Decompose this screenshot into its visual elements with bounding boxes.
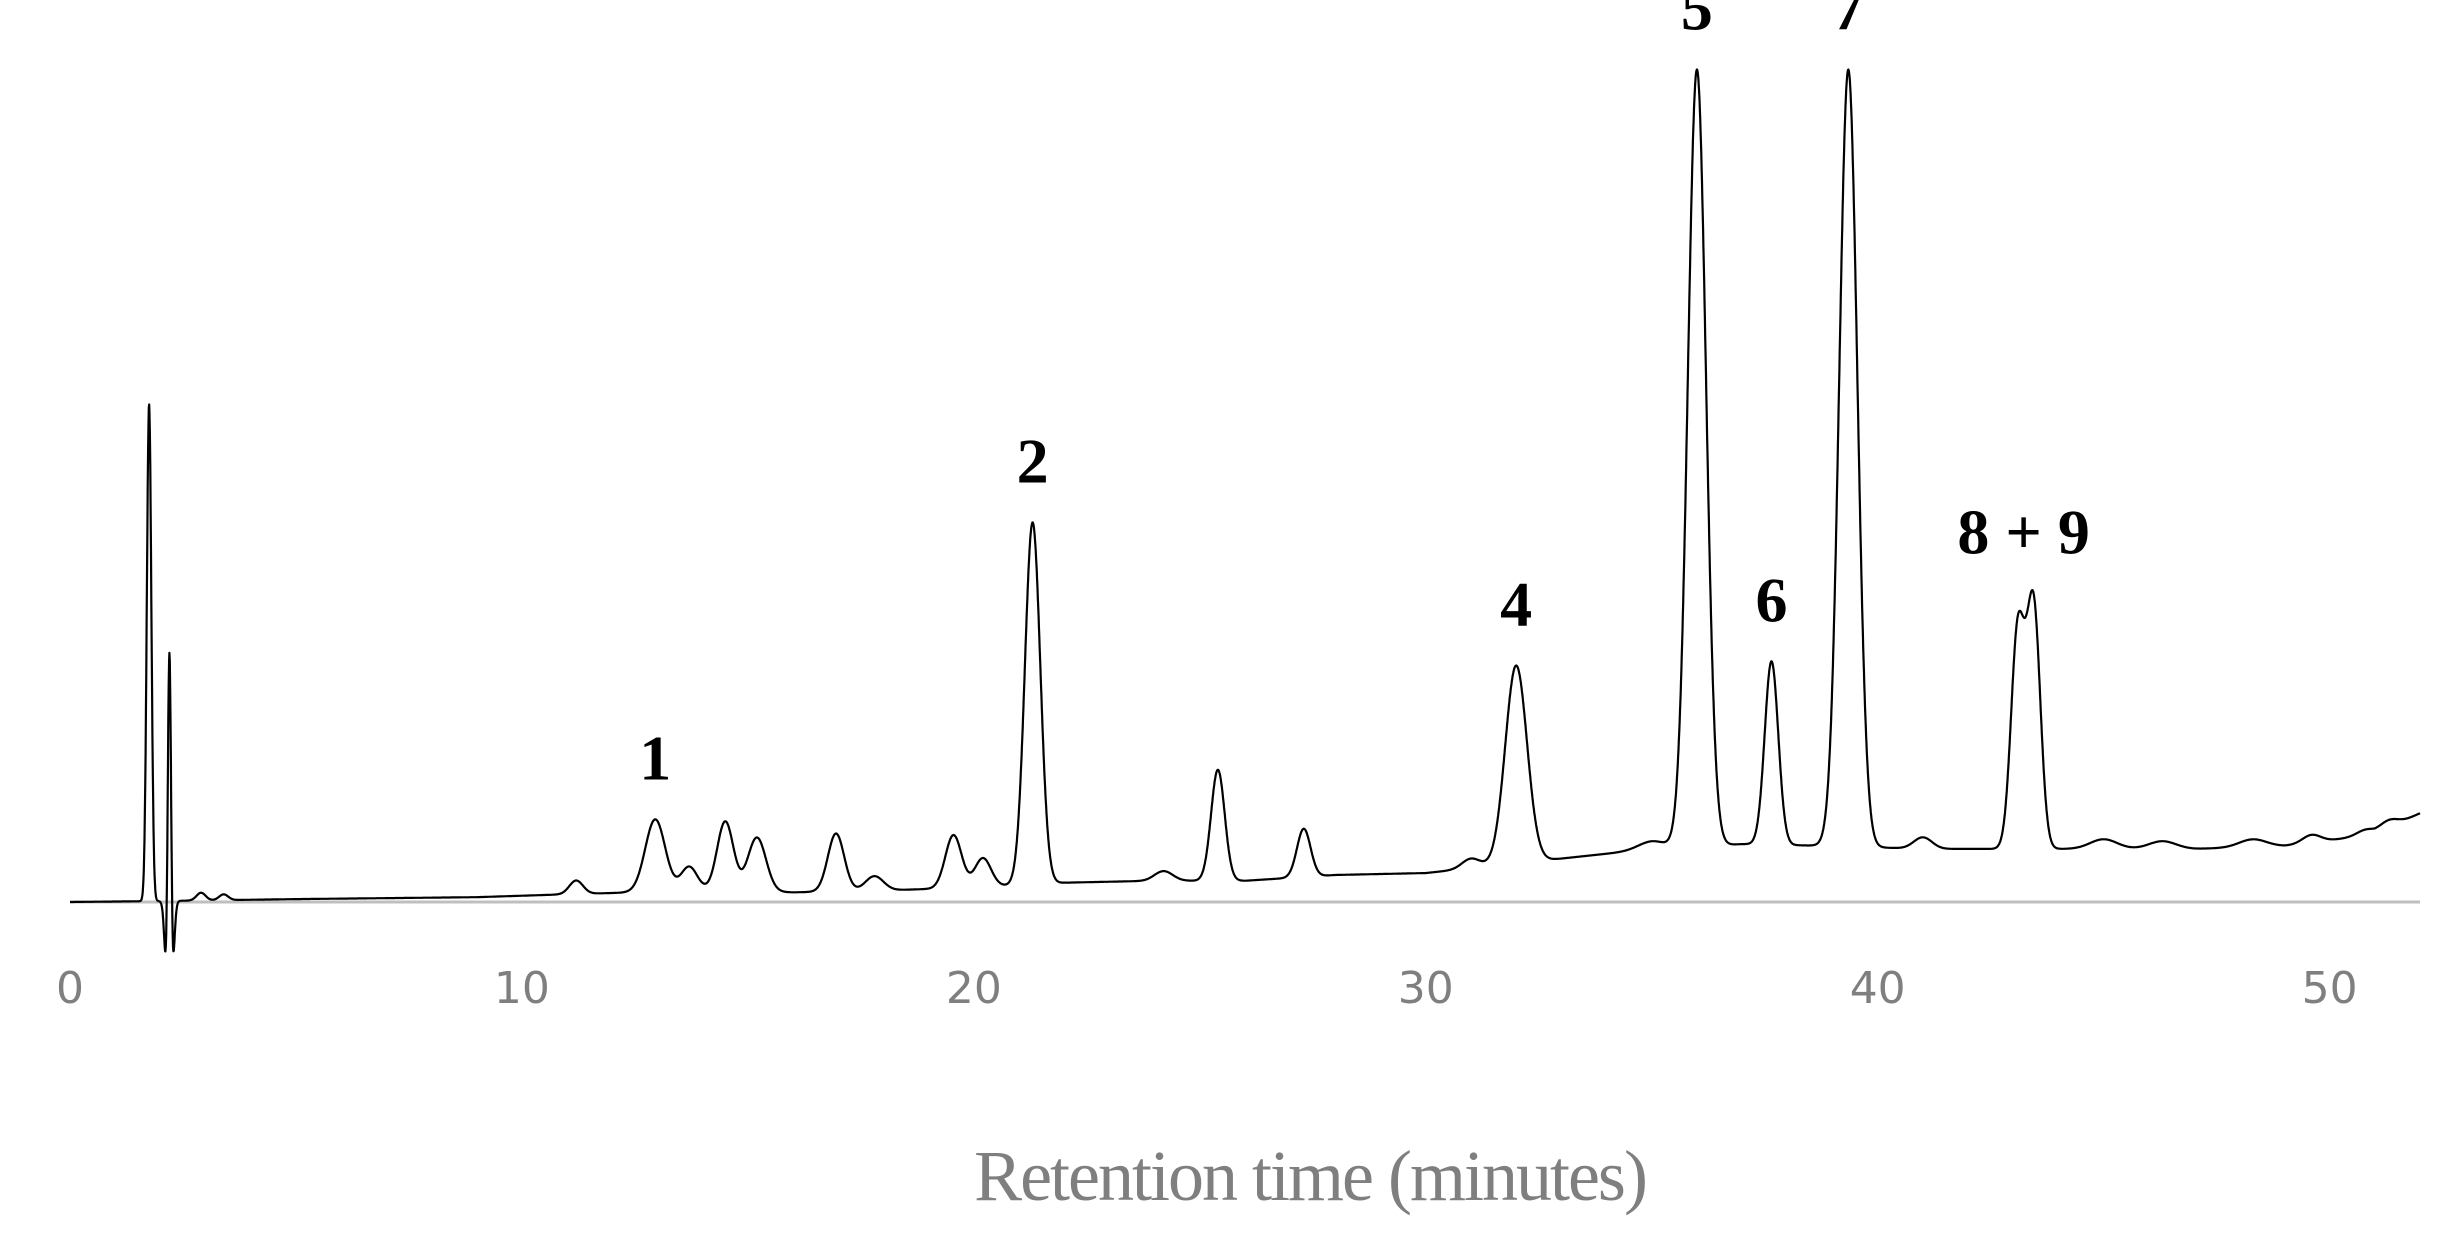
peak-label: 4 <box>1500 569 1532 640</box>
peak-labels: 1 2 4 5 6 7 8 + 9 <box>639 0 2090 793</box>
peak-label: 1 <box>639 722 671 793</box>
peak-label: 2 <box>1017 425 1049 496</box>
x-tick-label: 0 <box>56 963 84 1014</box>
peak-label: 7 <box>1832 0 1864 44</box>
x-tick-label: 20 <box>946 963 1002 1014</box>
x-tick-label: 30 <box>1398 963 1454 1014</box>
peak-label: 8 + 9 <box>1957 496 2089 567</box>
peak-label: 6 <box>1755 564 1787 635</box>
chromatogram-trace <box>69 68 2421 953</box>
peak-label: 5 <box>1681 0 1713 43</box>
x-tick-labels: 0 10 20 30 40 50 <box>56 963 2358 1014</box>
x-axis-title: Retention time (minutes) <box>974 1136 1646 1216</box>
x-tick-label: 10 <box>494 963 550 1014</box>
x-tick-label: 40 <box>1850 963 1906 1014</box>
x-tick-label: 50 <box>2302 963 2358 1014</box>
